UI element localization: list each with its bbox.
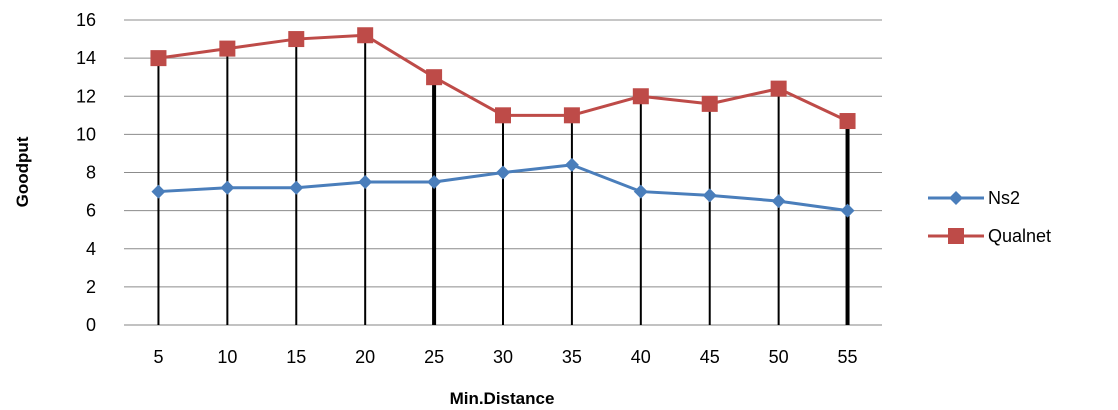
y-tick-labels: 0 2 4 6 8 10 12 14 16 (76, 10, 96, 335)
point-qualnet-40 (632, 88, 649, 105)
y-tick-label-14: 14 (76, 48, 96, 68)
x-tick-label-35: 35 (562, 347, 582, 367)
y-axis-title: Goodput (13, 136, 32, 207)
point-ns2-5 (151, 184, 166, 199)
y-tick-label-16: 16 (76, 10, 96, 30)
point-ns2-35 (564, 157, 579, 172)
x-tick-label-40: 40 (631, 347, 651, 367)
point-qualnet-30 (495, 107, 511, 124)
x-tick-label-45: 45 (700, 347, 720, 367)
point-ns2-40 (633, 184, 648, 199)
x-tick-label-25: 25 (424, 347, 444, 367)
point-ns2-30 (496, 165, 510, 180)
series-lines (150, 27, 856, 218)
y-tick-label-6: 6 (86, 201, 96, 221)
point-ns2-10 (220, 180, 235, 195)
point-ns2-20 (358, 175, 373, 190)
x-tick-label-5: 5 (153, 347, 163, 367)
y-tick-label-4: 4 (86, 239, 96, 259)
point-qualnet-45 (701, 95, 718, 112)
drop-lines (157, 35, 850, 325)
point-ns2-50 (771, 194, 786, 209)
point-ns2-45 (702, 188, 717, 203)
point-qualnet-5 (150, 50, 167, 67)
x-tick-label-55: 55 (838, 347, 858, 367)
legend-marker-ns2 (949, 191, 963, 205)
point-qualnet-50 (770, 80, 787, 97)
point-ns2-25 (427, 175, 442, 190)
x-tick-label-30: 30 (493, 347, 513, 367)
point-qualnet-10 (219, 40, 236, 57)
x-tick-label-15: 15 (286, 347, 306, 367)
legend: Ns2 Qualnet (928, 188, 1051, 246)
y-tick-label-0: 0 (86, 315, 96, 335)
x-tick-labels: 5 10 15 20 25 30 35 40 45 50 55 (153, 347, 857, 367)
x-tick-label-50: 50 (769, 347, 789, 367)
y-tick-label-12: 12 (76, 86, 96, 106)
legend-marker-qualnet (948, 228, 964, 244)
point-qualnet-20 (357, 27, 374, 44)
y-tick-label-2: 2 (86, 277, 96, 297)
point-qualnet-15 (288, 31, 305, 48)
y-tick-label-8: 8 (86, 163, 96, 183)
point-ns2-55 (840, 203, 855, 218)
point-qualnet-35 (563, 107, 580, 124)
x-tick-label-10: 10 (217, 347, 237, 367)
y-tick-label-10: 10 (76, 124, 96, 144)
x-tick-label-20: 20 (355, 347, 375, 367)
legend-label-qualnet: Qualnet (988, 226, 1051, 246)
point-ns2-15 (289, 180, 304, 195)
x-axis-title: Min.Distance (450, 389, 555, 408)
legend-label-ns2: Ns2 (988, 188, 1020, 208)
point-qualnet-25 (426, 69, 443, 86)
point-qualnet-55 (839, 113, 856, 130)
